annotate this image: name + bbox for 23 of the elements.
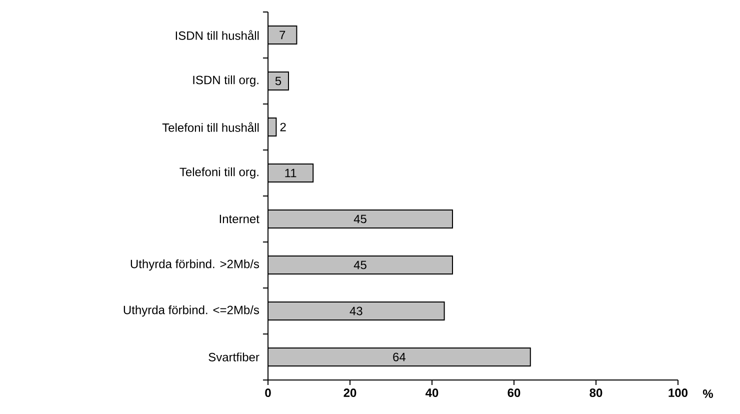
x-tick-label: 40 [426, 388, 438, 398]
data-label: 5 [275, 76, 282, 86]
data-label: 2 [280, 122, 286, 132]
x-tick-label: 60 [508, 388, 520, 398]
y-tick-label: Svartfiber [208, 352, 260, 362]
y-tick-label: ISDN till hushåll [176, 30, 259, 40]
data-label: 7 [280, 30, 286, 40]
x-tick-label: 100 [668, 388, 688, 398]
y-tick-label: Telefoni till hushåll [162, 122, 259, 132]
data-label: 64 [393, 352, 406, 362]
x-tick-label: 20 [344, 388, 356, 398]
x-tick-label: 0 [265, 388, 271, 398]
y-tick-label: Uthyrda förbind. >2Mb/s [130, 259, 260, 271]
x-axis-title: % [702, 390, 714, 398]
data-label: 45 [354, 214, 366, 224]
y-tick-label: Uthyrda förbind. <=2Mb/s [124, 305, 260, 317]
data-label: 11 [285, 168, 296, 178]
data-label: 45 [354, 260, 366, 270]
y-tick-label: Telefoni till org. [180, 167, 258, 179]
x-tick-label: 80 [590, 388, 602, 398]
y-tick-label: Internet [220, 214, 260, 224]
data-label: 43 [350, 306, 362, 316]
y-tick-label: ISDN till org. [193, 75, 258, 87]
